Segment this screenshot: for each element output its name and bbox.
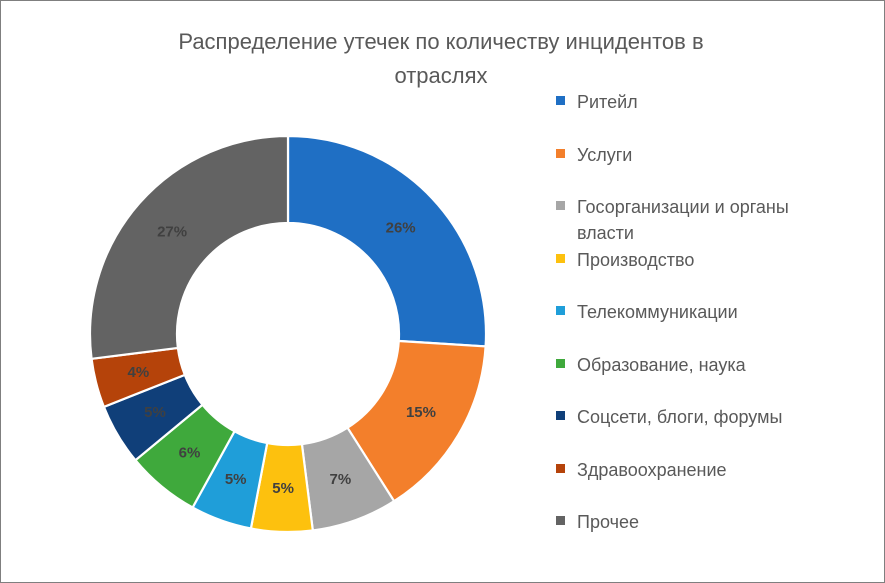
legend-item-1: Услуги <box>556 142 856 168</box>
legend-label-1: Услуги <box>577 144 633 165</box>
legend-swatch-2 <box>556 201 565 210</box>
data-label-0: 26% <box>386 220 416 237</box>
legend-item-4: Телекоммуникации <box>556 299 856 325</box>
legend-label-4: Телекоммуникации <box>577 302 738 322</box>
data-label-8: 27% <box>157 223 187 240</box>
chart-title-line-1: Распределение утечек по количеству инцид… <box>178 29 704 54</box>
legend-label-3: Производство <box>577 249 695 270</box>
legend-label-0: Ритейл <box>577 92 638 112</box>
legend-item-5: Образование, наука <box>556 352 856 378</box>
legend-swatch-4 <box>556 306 565 315</box>
donut-slice-0 <box>286 134 488 348</box>
legend-swatch-0 <box>556 96 565 105</box>
legend-label-7: Здравоохранение <box>577 459 727 480</box>
legend-item-6: Соцсети, блоги, форумы <box>556 404 856 430</box>
legend-label-8: Прочее <box>577 512 639 532</box>
legend-swatch-3 <box>556 253 565 263</box>
legend-swatch-1 <box>556 148 565 158</box>
data-label-5: 6% <box>179 445 201 462</box>
legend-item-0: Ритейл <box>556 89 856 115</box>
data-label-3: 5% <box>272 480 294 497</box>
legend-item-2: Госорганизации и органы власти <box>556 194 856 246</box>
data-label-2: 7% <box>329 471 351 488</box>
legend-item-8: Прочее <box>556 509 856 535</box>
legend-swatch-8 <box>556 516 565 525</box>
legend-label-6: Соцсети, блоги, форумы <box>577 407 783 427</box>
legend-label-2-line-1: Госорганизации и органы <box>577 197 789 217</box>
data-label-4: 5% <box>225 471 247 488</box>
data-label-1: 15% <box>406 404 436 421</box>
legend-swatch-6 <box>556 411 565 420</box>
data-label-7: 4% <box>128 364 150 381</box>
legend-swatch-5 <box>556 358 565 368</box>
legend-label-5: Образование, наука <box>577 354 746 375</box>
chart-title-line-2: отраслях <box>394 63 488 88</box>
data-label-6: 5% <box>144 404 166 421</box>
legend-swatch-7 <box>556 463 565 473</box>
legend-label-2-line-2: власти <box>577 223 634 243</box>
legend-item-3: Производство <box>556 247 856 273</box>
chart-title: Распределение утечек по количеству инцид… <box>111 25 771 93</box>
donut-slice-8 <box>88 134 290 361</box>
legend-item-7: Здравоохранение <box>556 457 856 483</box>
